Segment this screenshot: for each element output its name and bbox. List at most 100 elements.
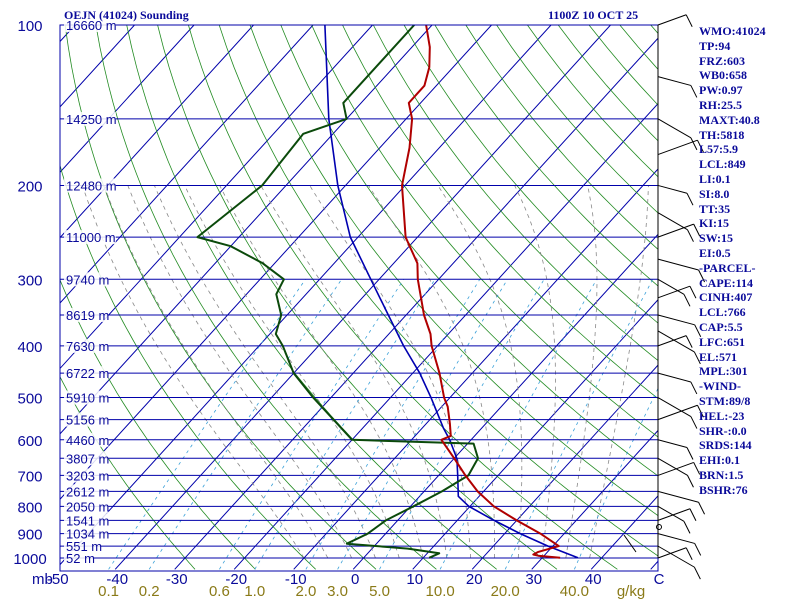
wind-barb-flag (697, 405, 704, 418)
wind-barb-flag (685, 14, 693, 27)
temperature-tick-label: 20 (466, 571, 483, 588)
index-item: TH:5818 (699, 127, 745, 142)
height-label: 6722 m (66, 366, 109, 381)
wind-barb (657, 335, 687, 347)
pressure-tick-label: 500 (17, 391, 42, 408)
temperature-tick-label: 0 (351, 571, 359, 588)
wind-barb (657, 397, 692, 417)
wind-barb (657, 14, 687, 26)
wind-barb-flag (698, 502, 706, 515)
index-item: HEL:-23 (699, 408, 745, 423)
dry-adiabat (60, 278, 256, 570)
index-item: PW:0.97 (699, 83, 743, 98)
isotherm (233, 102, 658, 570)
isotherm (412, 299, 658, 570)
wind-barb-flag (685, 547, 693, 560)
mixing-ratio-label: 2.0 (295, 583, 316, 600)
sounding-time: 1100Z 10 OCT 25 (548, 8, 639, 22)
index-item: -WIND- (699, 379, 741, 394)
index-item: SW:15 (699, 231, 734, 246)
pressure-unit-label: mb (32, 571, 53, 588)
index-item: BSHR:76 (699, 482, 748, 497)
wind-barb (657, 461, 694, 476)
height-label: 9740 m (66, 272, 109, 287)
mixing-ratio-line (219, 279, 405, 570)
dry-adiabat (60, 375, 196, 570)
height-label: 14250 m (66, 112, 117, 127)
index-item: TT:35 (699, 201, 731, 216)
index-item: SI:8.0 (699, 186, 730, 201)
wind-barb-flag (686, 192, 694, 206)
mixing-ratio-line (504, 279, 654, 570)
isotherm (174, 37, 658, 570)
height-label: 3203 m (66, 468, 109, 483)
wind-barb (657, 372, 691, 383)
wind-barb (657, 184, 688, 194)
wind-barb-flag (690, 381, 698, 395)
wind-barb-flag (693, 462, 701, 475)
mixing-ratio-label: 40.0 (560, 583, 589, 600)
height-label: 2612 m (66, 484, 109, 499)
wind-barb (657, 330, 695, 353)
dry-adiabat (342, 25, 658, 400)
moist-adiabat (309, 185, 471, 559)
index-item: WB0:658 (699, 68, 747, 83)
height-label: 7630 m (66, 339, 109, 354)
pressure-tick-label: 800 (17, 499, 42, 516)
wind-barb (657, 545, 695, 568)
isotherm (114, 25, 611, 570)
wind-barb-flag (683, 521, 691, 534)
height-label: 5910 m (66, 391, 109, 406)
index-item: LI:0.1 (699, 172, 731, 186)
pressure-tick-label: 200 (17, 178, 42, 195)
index-item: LFC:651 (699, 334, 745, 349)
isotherm (60, 25, 433, 435)
calm-wind-circle (656, 524, 662, 530)
isotherm (60, 25, 314, 304)
pressure-tick-label: 900 (17, 527, 42, 544)
wind-barb (657, 439, 688, 449)
temperature-tick-label: -50 (47, 571, 69, 588)
wind-barb-flag (690, 416, 698, 429)
wind-barb-flag (689, 285, 697, 299)
index-item: WMO:41024 (699, 24, 766, 38)
height-label: 8619 m (66, 308, 109, 323)
pressure-tick-label: 1000 (13, 551, 46, 568)
mixing-ratio-unit-label: g/kg (617, 583, 645, 600)
index-item: L57:5.9 (699, 142, 738, 157)
dry-adiabat (249, 25, 658, 517)
pressure-tick-label: 100 (17, 18, 42, 35)
wind-barb (657, 547, 687, 559)
dry-adiabat (188, 25, 618, 570)
pressure-tick-label: 600 (17, 433, 42, 450)
dry-adiabat (95, 25, 437, 570)
dry-adiabat (403, 25, 658, 324)
wind-barb (657, 505, 685, 522)
index-item: FRZ:603 (699, 53, 745, 68)
wind-barb (657, 258, 699, 271)
isotherm (60, 25, 254, 239)
temperature-unit-label: C (654, 571, 665, 588)
index-item: LCL:849 (699, 157, 746, 172)
wind-barb-flag (694, 324, 702, 338)
isotherm (471, 364, 658, 570)
index-item: CAPE:114 (699, 275, 753, 290)
isotherm (60, 25, 552, 566)
mixing-ratio-line (254, 279, 436, 570)
wind-barb-flag (686, 229, 694, 242)
wind-barb (657, 490, 699, 503)
isotherm (531, 429, 658, 570)
temperature-tick-label: -40 (106, 571, 128, 588)
wind-barb (657, 223, 694, 238)
height-label: 2050 m (66, 499, 109, 514)
wind-barb-flag (683, 294, 691, 307)
temperature-line (401, 25, 561, 559)
wind-barb-flag (690, 137, 698, 151)
index-item: KI:15 (699, 216, 729, 231)
wind-barb (657, 118, 692, 139)
temperature-tick-label: 10 (406, 571, 423, 588)
height-label: 4460 m (66, 433, 109, 448)
isotherm (352, 233, 658, 570)
wind-barb (657, 76, 691, 86)
